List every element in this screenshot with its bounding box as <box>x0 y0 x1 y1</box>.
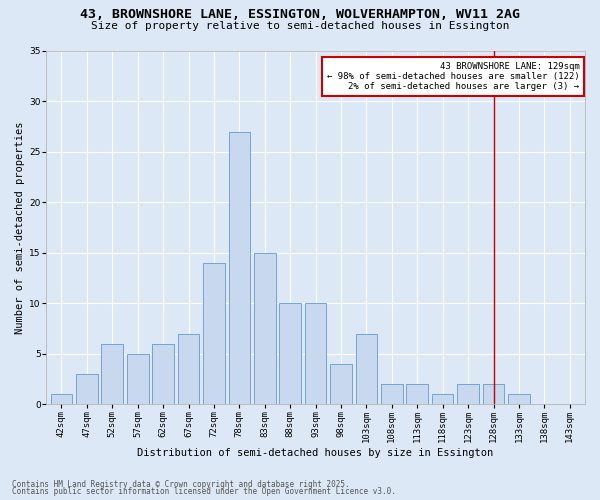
X-axis label: Distribution of semi-detached houses by size in Essington: Distribution of semi-detached houses by … <box>137 448 494 458</box>
Bar <box>508 394 530 404</box>
Bar <box>152 344 174 404</box>
Bar <box>178 334 199 404</box>
Bar <box>101 344 123 404</box>
Text: Size of property relative to semi-detached houses in Essington: Size of property relative to semi-detach… <box>91 21 509 31</box>
Bar <box>76 374 98 404</box>
Text: Contains public sector information licensed under the Open Government Licence v3: Contains public sector information licen… <box>12 488 396 496</box>
Text: 43, BROWNSHORE LANE, ESSINGTON, WOLVERHAMPTON, WV11 2AG: 43, BROWNSHORE LANE, ESSINGTON, WOLVERHA… <box>80 8 520 20</box>
Bar <box>280 303 301 404</box>
Bar <box>254 253 275 404</box>
Bar <box>50 394 72 404</box>
Bar <box>203 263 225 404</box>
Bar <box>229 132 250 404</box>
Y-axis label: Number of semi-detached properties: Number of semi-detached properties <box>15 122 25 334</box>
Bar <box>356 334 377 404</box>
Bar <box>127 354 149 404</box>
Bar <box>330 364 352 404</box>
Bar <box>457 384 479 404</box>
Bar <box>406 384 428 404</box>
Bar <box>381 384 403 404</box>
Text: Contains HM Land Registry data © Crown copyright and database right 2025.: Contains HM Land Registry data © Crown c… <box>12 480 350 489</box>
Bar <box>483 384 505 404</box>
Bar <box>432 394 454 404</box>
Text: 43 BROWNSHORE LANE: 129sqm
← 98% of semi-detached houses are smaller (122)
2% of: 43 BROWNSHORE LANE: 129sqm ← 98% of semi… <box>327 62 580 92</box>
Bar <box>305 303 326 404</box>
